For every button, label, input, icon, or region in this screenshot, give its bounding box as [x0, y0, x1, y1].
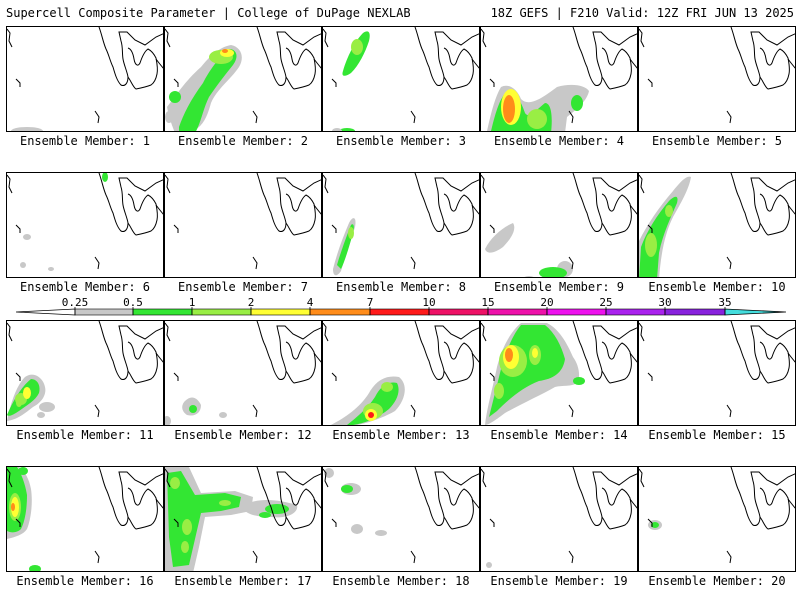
member-4-map: [481, 27, 637, 131]
member-20-map: [639, 467, 795, 564]
ensemble-map-member-10: [638, 172, 796, 278]
member-16-map: [7, 467, 163, 571]
member-14-label: Ensemble Member: 14: [490, 428, 628, 442]
member-15-label: Ensemble Member: 15: [648, 428, 786, 442]
ensemble-map-member-14: [480, 320, 638, 426]
member-17-map: [165, 467, 321, 571]
member-7-label: Ensemble Member: 7: [177, 280, 309, 294]
member-9-label: Ensemble Member: 9: [493, 280, 625, 294]
member-1-label: Ensemble Member: 1: [19, 134, 151, 148]
member-15-map: [639, 321, 795, 418]
ensemble-map-member-5: [638, 26, 796, 132]
ensemble-map-member-18: [322, 466, 480, 572]
member-13-label: Ensemble Member: 13: [332, 428, 470, 442]
member-18-map: [323, 467, 479, 564]
ensemble-map-member-4: [480, 26, 638, 132]
colorbar-tick-label: 35: [718, 296, 732, 309]
member-3-label: Ensemble Member: 3: [335, 134, 467, 148]
colorbar-tick-label: 10: [422, 296, 436, 309]
ensemble-map-member-20: [638, 466, 796, 572]
member-7-map: [165, 173, 321, 270]
member-12-map: [165, 321, 321, 425]
member-6-map: [7, 173, 163, 271]
ensemble-map-member-2: [164, 26, 322, 132]
member-19-label: Ensemble Member: 19: [490, 574, 628, 588]
member-6-label: Ensemble Member: 6: [19, 280, 151, 294]
member-18-label: Ensemble Member: 18: [332, 574, 470, 588]
member-10-label: Ensemble Member: 10: [648, 280, 786, 294]
member-20-label: Ensemble Member: 20: [648, 574, 786, 588]
member-14-map: [481, 321, 637, 425]
ensemble-map-member-12: [164, 320, 322, 426]
ensemble-map-member-8: [322, 172, 480, 278]
ensemble-map-member-7: [164, 172, 322, 278]
member-2-map: [165, 27, 321, 131]
member-19-map: [481, 467, 637, 568]
ensemble-map-member-19: [480, 466, 638, 572]
member-5-label: Ensemble Member: 5: [651, 134, 783, 148]
member-16-label: Ensemble Member: 16: [16, 574, 154, 588]
map-title: Supercell Composite Parameter | College …: [6, 6, 411, 20]
member-10-map: [639, 173, 795, 277]
member-4-label: Ensemble Member: 4: [493, 134, 625, 148]
member-2-label: Ensemble Member: 2: [177, 134, 309, 148]
member-8-label: Ensemble Member: 8: [335, 280, 467, 294]
member-1-map: [7, 27, 163, 131]
colorbar-tick-label: 0.5: [123, 296, 143, 309]
ensemble-map-member-11: [6, 320, 164, 426]
ensemble-map-member-17: [164, 466, 322, 572]
ensemble-map-member-6: [6, 172, 164, 278]
colorbar-tick-label: 0.25: [61, 296, 89, 309]
colorbar-tick-label: 25: [599, 296, 613, 309]
colorbar-tick-label: 7: [366, 296, 374, 309]
member-13-map: [323, 321, 479, 425]
member-12-label: Ensemble Member: 12: [174, 428, 312, 442]
colorbar-tick-label: 4: [306, 296, 314, 309]
ensemble-map-member-15: [638, 320, 796, 426]
colorbar-tick-label: 15: [481, 296, 495, 309]
ensemble-map-member-16: [6, 466, 164, 572]
ensemble-map-member-9: [480, 172, 638, 278]
member-11-label: Ensemble Member: 11: [16, 428, 154, 442]
member-9-map: [481, 173, 637, 277]
model-run-info: 18Z GEFS | F210 Valid: 12Z FRI JUN 13 20…: [490, 6, 794, 20]
colorbar-tick-label: 1: [188, 296, 196, 309]
colorbar: [15, 307, 787, 316]
ensemble-map-member-1: [6, 26, 164, 132]
colorbar-tick-label: 2: [247, 296, 255, 309]
member-5-map: [639, 27, 795, 124]
colorbar-tick-label: 20: [540, 296, 554, 309]
member-17-label: Ensemble Member: 17: [174, 574, 312, 588]
member-3-map: [323, 27, 479, 131]
ensemble-map-member-13: [322, 320, 480, 426]
member-11-map: [7, 321, 163, 421]
ensemble-map-member-3: [322, 26, 480, 132]
member-8-map: [323, 173, 479, 276]
colorbar-tick-label: 30: [658, 296, 672, 309]
